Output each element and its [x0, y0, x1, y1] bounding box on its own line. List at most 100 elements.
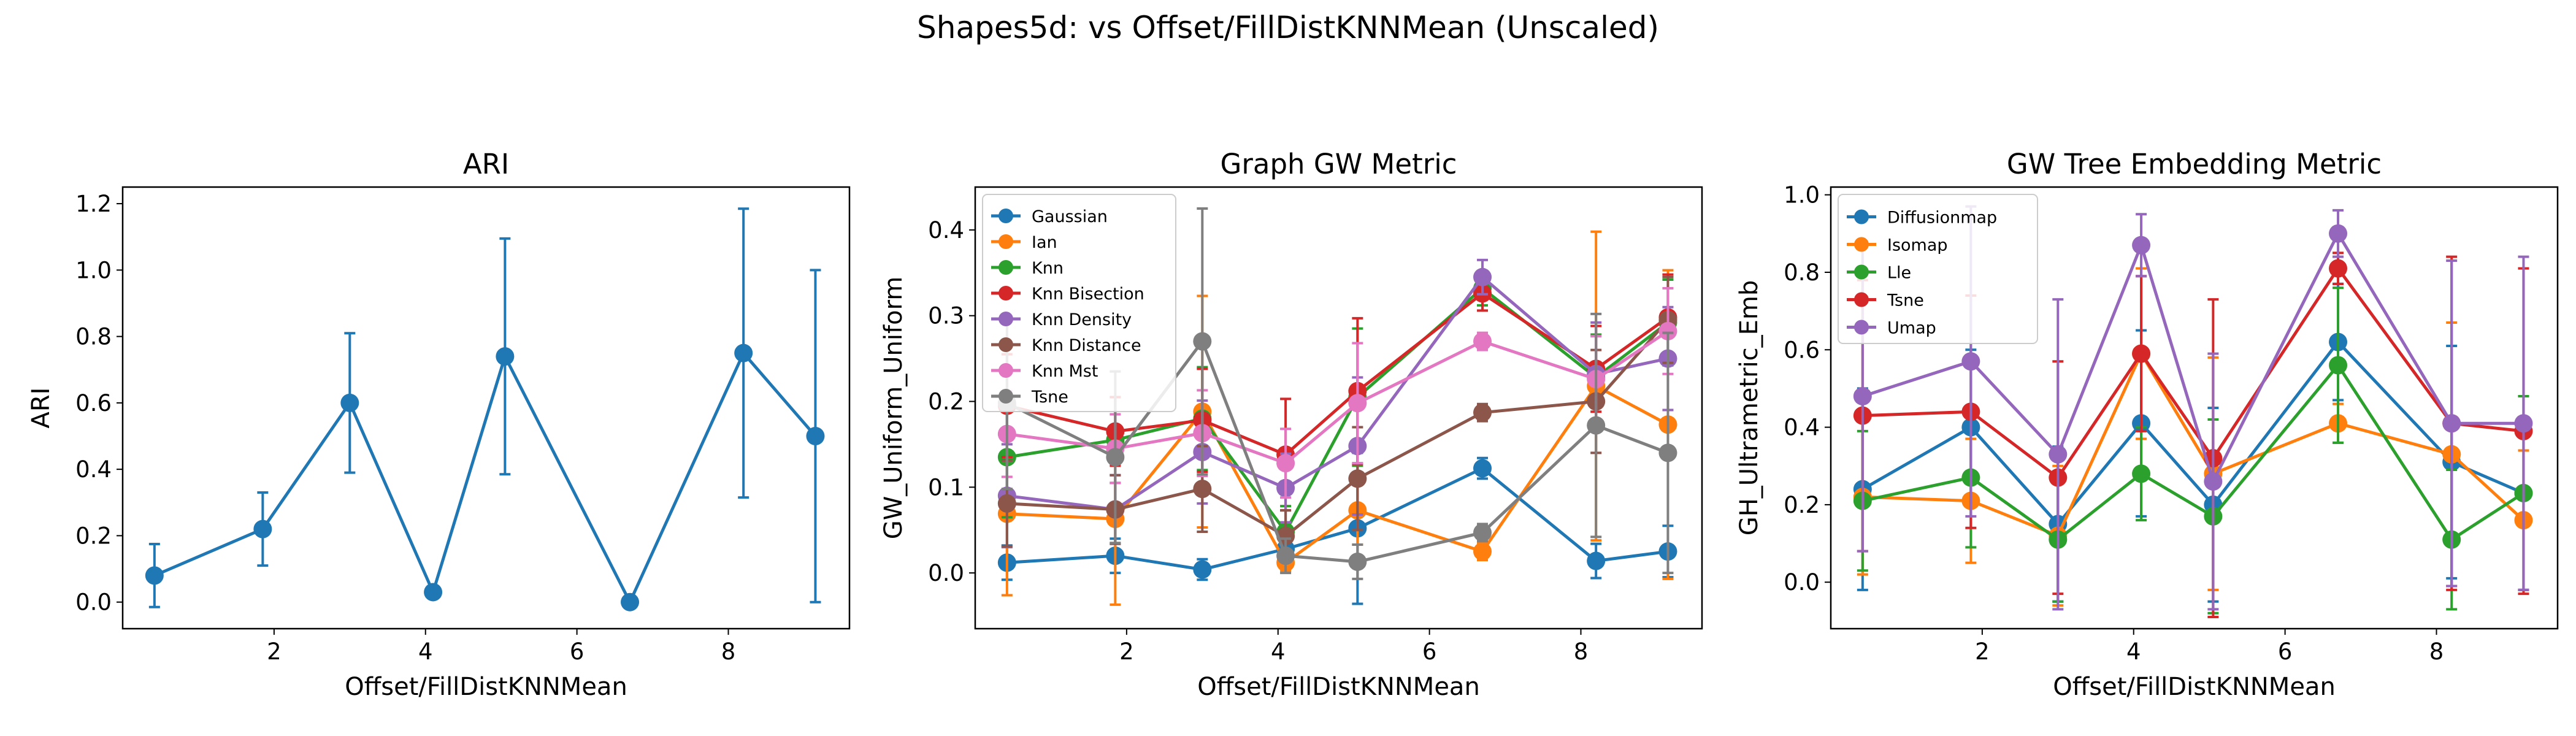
y-tick-label: 0.6 — [1784, 337, 1820, 363]
y-tick-label: 0.8 — [75, 324, 112, 350]
x-tick-label: 2 — [267, 638, 282, 665]
series-line — [1006, 384, 1669, 564]
x-tick-label: 6 — [2278, 638, 2293, 665]
data-point — [2132, 464, 2151, 483]
legend-marker — [1854, 264, 1869, 280]
data-point — [2204, 472, 2223, 491]
data-point — [496, 347, 515, 366]
data-point — [340, 393, 359, 412]
legend-label: Knn Mst — [1032, 362, 1098, 381]
axes-frame — [974, 186, 1703, 630]
legend-label: Lle — [1887, 264, 1911, 283]
data-point — [1961, 352, 1980, 371]
data-point — [2442, 414, 2461, 433]
data-point — [1473, 459, 1492, 478]
data-point — [1348, 394, 1367, 413]
legend-label: Knn Density — [1032, 310, 1132, 329]
y-tick-label: 0.1 — [928, 474, 964, 500]
ari-panel: ARI 2 4 6 8 0.0 0.2 0.4 0.6 0.8 1.0 1.2 Offset/FillD… — [27, 148, 851, 701]
series-line — [153, 351, 817, 604]
x-tick-label: 8 — [2429, 638, 2444, 665]
data-point — [2132, 344, 2151, 363]
legend-marker — [1854, 237, 1869, 252]
y-tick-label: 0.0 — [928, 560, 964, 586]
y-tick-label: 0.2 — [75, 523, 112, 549]
y-axis-label: GH_Ultrametric_Emb — [1735, 280, 1763, 536]
y-axis-label: GW_Uniform_Uniform — [880, 277, 908, 540]
data-point — [1587, 551, 1606, 570]
x-axis-label: Offset/FillDistKNNMean — [1197, 673, 1480, 701]
y-tick-label: 0.2 — [1784, 492, 1820, 518]
data-point — [2329, 259, 2348, 278]
y-tick-label: 0.2 — [928, 389, 964, 415]
legend-box — [1838, 194, 2038, 344]
data-point — [253, 519, 272, 539]
data-point — [1193, 560, 1212, 579]
graph-gw-panel: Graph GW Metric 2 4 6 8 0.0 0.1 0.2 0.3 0.4 Offset… — [880, 148, 1703, 701]
y-axis-label: ARI — [27, 388, 55, 429]
series-line — [1861, 340, 2524, 526]
y-tick-label: 0.8 — [1784, 259, 1820, 286]
data-point — [1853, 387, 1872, 406]
x-tick-label: 8 — [1574, 638, 1589, 665]
legend-marker — [999, 286, 1013, 301]
y-tick-label: 1.2 — [75, 191, 112, 217]
x-tick-label: 4 — [2126, 638, 2141, 665]
x-tick-label: 4 — [1271, 638, 1286, 665]
x-tick-label: 6 — [570, 638, 585, 665]
data-point — [1587, 416, 1606, 435]
series-line — [1862, 267, 2524, 480]
legend-label: Knn Distance — [1032, 336, 1141, 355]
data-point — [1473, 523, 1492, 542]
data-point — [1473, 332, 1492, 351]
x-tick-label: 4 — [418, 638, 433, 665]
legend-marker — [1854, 209, 1869, 224]
data-point — [734, 343, 753, 362]
legend-label: Diffusionmap — [1887, 209, 1997, 228]
legend-label: Gaussian — [1032, 207, 1108, 226]
legend-label: Ian — [1032, 233, 1057, 252]
series-0 — [145, 207, 825, 611]
legend-label: Tsne — [1887, 291, 1924, 310]
data-point — [2329, 224, 2348, 243]
legend-marker — [999, 260, 1013, 275]
legend-label: Knn Bisection — [1032, 285, 1144, 304]
legend-marker — [999, 337, 1013, 352]
data-point — [145, 566, 164, 585]
data-point — [2329, 356, 2348, 375]
data-point — [1193, 332, 1212, 351]
series-line — [1006, 329, 1669, 465]
y-tick-label: 0.4 — [928, 217, 964, 243]
data-point — [1473, 403, 1492, 422]
legend-label: Knn — [1032, 259, 1064, 278]
legend-marker — [999, 312, 1013, 326]
data-point — [424, 583, 443, 602]
x-tick-label: 2 — [1119, 638, 1134, 665]
series-line — [1006, 275, 1668, 512]
legend-box — [982, 194, 1176, 412]
legend-marker — [1854, 292, 1869, 307]
data-point — [1193, 480, 1212, 499]
data-point — [1106, 448, 1125, 467]
series-tsne — [997, 207, 1677, 580]
series-line — [1862, 364, 2524, 542]
legend-marker — [1854, 320, 1869, 335]
y-tick-label: 0.4 — [1784, 415, 1820, 441]
panel-title: ARI — [463, 148, 509, 180]
legend-label: Tsne — [1031, 388, 1068, 407]
y-tick-label: 1.0 — [1784, 182, 1820, 209]
data-point — [1658, 321, 1677, 340]
y-tick-label: 0.3 — [928, 303, 964, 329]
x-axis-label: Offset/FillDistKNNMean — [345, 673, 627, 701]
data-point — [1658, 443, 1677, 462]
series-line — [1862, 352, 2525, 537]
data-point — [806, 427, 825, 446]
series-line — [1862, 232, 2524, 483]
series-line — [1006, 467, 1668, 572]
y-tick-label: 0.0 — [1784, 569, 1820, 596]
data-point — [1348, 469, 1367, 488]
y-tick-label: 0.0 — [75, 589, 112, 616]
legend-marker — [999, 389, 1013, 404]
gw-tree-panel: GW Tree Embedding Metric 2 4 6 8 0.0 0.2 0.4 0.6… — [1735, 148, 2559, 701]
